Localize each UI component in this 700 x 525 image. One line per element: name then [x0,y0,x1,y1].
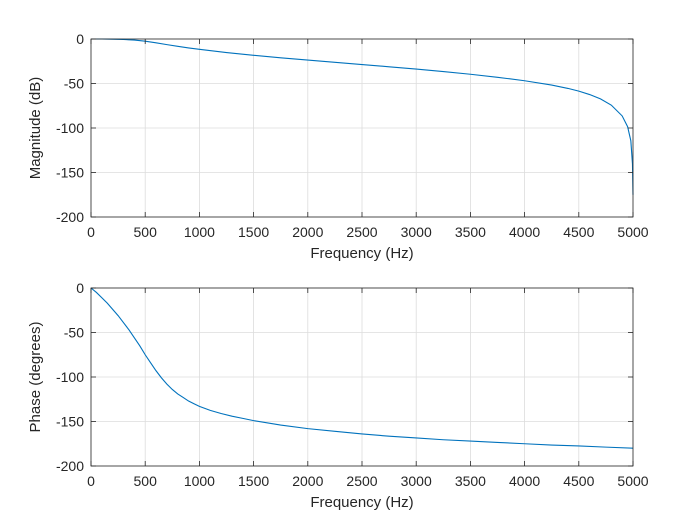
phase-ticks [90,287,634,467]
phase-x-tick-labels: 0 500 1000 1500 2000 2500 3000 3500 4000 4500 5000 [87,473,649,489]
magnitude-x-tick-label: 1000 [184,224,215,240]
phase-x-tick-label: 2500 [346,473,377,489]
magnitude-y-tick-label: -150 [56,165,84,181]
phase-x-tick-label: 2000 [292,473,323,489]
phase-plot: 0 500 1000 1500 2000 2500 3000 3500 4000 4500 5000… [27,280,649,511]
magnitude-y-axis-label: Magnitude (dB) [27,77,44,180]
magnitude-x-axis-label: Frequency (Hz) [310,245,413,262]
phase-x-tick-label: 5000 [617,473,648,489]
phase-x-tick-label: 0 [87,473,95,489]
magnitude-y-tick-label: 0 [76,31,84,47]
phase-y-tick-label: -200 [56,458,84,474]
phase-x-tick-label: 3000 [401,473,432,489]
magnitude-x-tick-label: 3000 [401,224,432,240]
phase-y-tick-label: 0 [76,280,84,296]
phase-line [90,287,634,449]
magnitude-y-tick-labels: -200 -150 -100 -50 0 [56,31,84,225]
magnitude-x-tick-label: 3500 [455,224,486,240]
magnitude-x-tick-label: 4000 [509,224,540,240]
magnitude-x-tick-label: 500 [134,224,158,240]
magnitude-x-tick-label: 0 [87,224,95,240]
phase-y-axis-label: Phase (degrees) [27,322,44,433]
magnitude-x-tick-label: 2500 [346,224,377,240]
magnitude-x-tick-labels: 0 500 1000 1500 2000 2500 3000 3500 4000 4500 5000 [87,224,649,240]
phase-x-tick-label: 1500 [238,473,269,489]
phase-x-axis-label: Frequency (Hz) [310,494,413,511]
phase-y-tick-label: -100 [56,369,84,385]
phase-y-tick-label: -50 [64,325,84,341]
magnitude-y-tick-label: -100 [56,120,84,136]
phase-y-tick-label: -150 [56,414,84,430]
magnitude-x-tick-label: 2000 [292,224,323,240]
magnitude-plot: 0 500 1000 1500 2000 2500 3000 3500 4000 4500 5000… [27,31,649,262]
magnitude-y-tick-label: -50 [64,76,84,92]
magnitude-x-tick-label: 1500 [238,224,269,240]
phase-x-tick-label: 4500 [563,473,594,489]
magnitude-ticks [90,38,634,218]
magnitude-x-tick-label: 4500 [563,224,594,240]
phase-x-tick-label: 3500 [455,473,486,489]
magnitude-line [91,38,634,195]
phase-x-tick-label: 4000 [509,473,540,489]
phase-y-tick-labels: -200 -150 -100 -50 0 [56,280,84,474]
magnitude-y-tick-label: -200 [56,209,84,225]
magnitude-x-tick-label: 5000 [617,224,648,240]
phase-x-tick-label: 500 [134,473,158,489]
phase-x-tick-label: 1000 [184,473,215,489]
